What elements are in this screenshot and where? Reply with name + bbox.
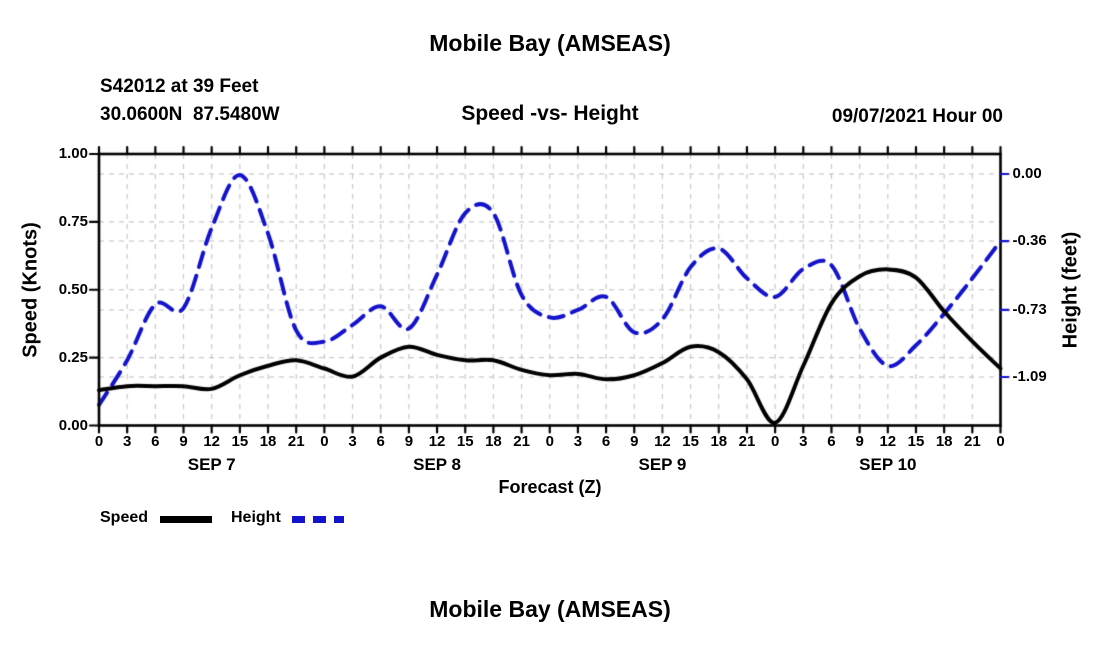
x-tick-label: 3	[799, 433, 808, 450]
x-tick-label: 0	[94, 433, 104, 450]
x-tick-label: 12	[654, 433, 671, 450]
x-tick-label: 18	[710, 433, 728, 450]
x-tick-label: 21	[738, 433, 756, 450]
x-tick-label: 21	[287, 433, 305, 450]
chart-title: Mobile Bay (AMSEAS)	[429, 30, 671, 56]
x-tick-label: 0	[320, 433, 329, 450]
x-tick-label: 15	[456, 433, 474, 450]
x-tick-label: 12	[879, 433, 897, 450]
legend-height-label: Height	[231, 509, 281, 526]
x-tick-label: 9	[179, 433, 188, 450]
right-axis-title: Height (feet)	[1059, 231, 1082, 349]
legend-speed-line-swatch	[160, 516, 212, 523]
legend-speed-label: Speed	[100, 509, 149, 526]
x-tick-label: 0	[545, 433, 554, 450]
left-axis-tick-label: 0.00	[58, 416, 88, 434]
station-label: S42012 at 39 Feet	[100, 76, 259, 97]
left-axis-tick-label: 0.75	[58, 212, 88, 230]
left-axis-tick-label: 0.50	[58, 280, 88, 298]
left-axis-tick-label: 0.25	[58, 348, 88, 366]
x-tick-label: 18	[485, 433, 502, 450]
x-tick-label: 0	[770, 433, 780, 450]
day-label: SEP 7	[187, 455, 236, 474]
x-tick-label: 12	[428, 433, 446, 450]
x-tick-label: 12	[203, 433, 221, 450]
x-tick-label: 18	[935, 433, 953, 450]
x-tick-label: 6	[151, 433, 160, 450]
x-tick-label: 15	[231, 433, 249, 450]
x-tick-label: 3	[348, 433, 357, 450]
bottom-chart-title: Mobile Bay (AMSEAS)	[429, 596, 671, 622]
plot-subtitle: Speed -vs- Height	[461, 102, 639, 125]
x-tick-label: 6	[827, 433, 836, 450]
x-tick-label: 15	[907, 433, 925, 450]
x-tick-label: 3	[573, 433, 583, 450]
x-tick-label: 6	[376, 433, 385, 450]
forecast-datetime: 09/07/2021 Hour 00	[831, 106, 1003, 127]
x-tick-label: 18	[259, 433, 277, 450]
right-axis-tick-label: 0.00	[1012, 165, 1042, 182]
x-tick-label: 21	[513, 433, 530, 450]
x-tick-label: 9	[855, 433, 864, 450]
station-coordinates: 30.0600N 87.5480W	[100, 104, 280, 125]
x-tick-label: 3	[123, 433, 132, 450]
legend-height-line-swatch	[292, 516, 344, 523]
x-axis-title: Forecast (Z)	[498, 477, 602, 497]
right-axis-tick-label: -1.09	[1012, 368, 1047, 385]
right-axis-tick-label: -0.73	[1012, 300, 1047, 318]
left-axis-tick-label: 1.00	[58, 145, 88, 162]
x-tick-label: 9	[630, 433, 639, 450]
right-axis-tick-label: -0.36	[1012, 232, 1047, 250]
x-tick-label: 0	[996, 433, 1005, 450]
x-tick-label: 6	[601, 433, 611, 450]
day-label: SEP 9	[638, 455, 687, 474]
day-label: SEP 8	[413, 455, 462, 474]
x-tick-label: 15	[682, 433, 699, 450]
day-label: SEP 10	[859, 455, 917, 474]
x-tick-label: 9	[404, 433, 414, 450]
x-tick-label: 21	[963, 433, 981, 450]
